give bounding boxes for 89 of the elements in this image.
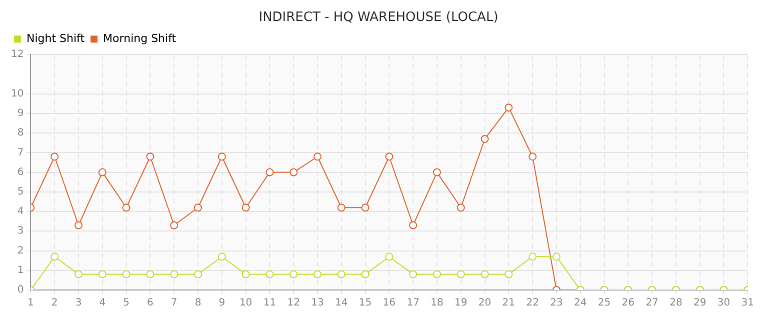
x-tick-label: 17 [406,298,420,309]
y-tick-label: 7 [17,147,24,158]
x-tick-label: 5 [123,298,130,309]
x-tick-label: 28 [670,298,682,309]
point [528,252,537,261]
x-tick-label: 16 [382,298,396,309]
point [266,168,274,176]
point [50,252,59,261]
x-tick-label: 26 [622,298,635,309]
y-tick-label: 6 [17,166,24,178]
point [313,152,322,161]
point [552,252,560,261]
point [337,204,346,212]
x-tick-label: 31 [741,298,754,309]
x-tick-label: 8 [194,298,202,309]
y-tick-label: 2 [17,245,24,256]
x-tick-label: 18 [430,298,444,309]
point [242,270,250,278]
x-tick-label: 2 [51,298,58,309]
y-tick-label: 0 [17,284,24,296]
point [242,204,250,212]
point [194,270,202,278]
x-tick-label: 29 [693,298,706,309]
x-tick-label: 12 [287,298,300,309]
point [170,270,178,278]
x-tick-label: 25 [598,298,611,309]
y-tick-label: 12 [10,49,24,60]
x-tick-label: 21 [502,298,516,309]
y-tick-label: 4 [17,206,24,218]
point [504,270,513,278]
x-tick-label: 27 [646,298,658,309]
x-tick-label: 3 [75,298,82,309]
x-tick-label: 9 [218,298,226,309]
point [74,270,83,278]
point [504,104,513,112]
x-tick-label: 19 [454,298,468,309]
point [266,270,274,278]
point [122,270,130,278]
x-tick-label: 13 [311,298,324,309]
x-tick-label: 30 [717,298,730,309]
chart-title: INDIRECT - HQ WAREHOUSE (LOCAL) [258,10,498,26]
y-tick-label: 9 [17,108,24,120]
x-tick-label: 23 [550,298,563,309]
point [50,152,59,161]
point [361,204,370,212]
point [290,168,298,176]
point [122,204,130,212]
legend-label: Night Shift [26,32,86,45]
point [98,168,106,176]
point [385,252,394,261]
point [194,204,202,212]
x-tick-label: 11 [263,298,276,309]
x-tick-label: 4 [99,298,106,309]
legend-label: Morning Shift [103,32,177,45]
point [480,134,489,143]
x-tick-label: 6 [147,298,154,309]
point [146,152,154,161]
point [432,270,441,278]
y-tick-label: 10 [10,88,24,100]
point [98,270,106,278]
point [409,270,418,278]
point [456,270,465,278]
point [528,152,537,161]
point [313,270,322,278]
y-tick-label: 8 [17,128,24,139]
point [218,252,226,261]
point [385,152,394,161]
y-tick-label: 5 [17,186,24,198]
point [74,221,83,230]
x-tick-label: 7 [170,298,178,309]
point [337,270,346,278]
y-tick-label: 3 [17,226,24,237]
point [456,204,465,212]
x-tick-label: 20 [478,298,492,309]
x-tick-label: 10 [239,298,252,309]
point [170,221,178,230]
point [432,168,441,176]
y-tick-label: 1 [17,264,24,276]
point [218,152,226,161]
x-tick-label: 1 [28,298,34,309]
point [290,270,298,278]
x-tick-label: 14 [335,298,348,309]
x-tick-label: 22 [526,298,539,309]
x-tick-label: 24 [574,298,587,309]
x-tick-label: 15 [358,298,372,309]
point [146,270,154,278]
point [409,221,418,230]
point [480,270,489,278]
point [361,270,370,278]
